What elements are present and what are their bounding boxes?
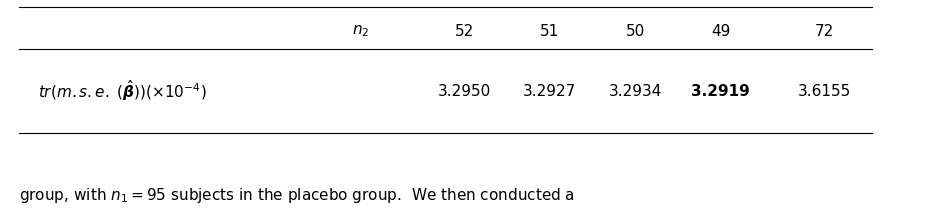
Text: 72: 72 [815, 24, 834, 39]
Text: 3.2919: 3.2919 [691, 83, 750, 99]
Text: 3.6155: 3.6155 [798, 83, 851, 99]
Text: group, with $n_1 = 95$ subjects in the placebo group.  We then conducted a: group, with $n_1 = 95$ subjects in the p… [19, 186, 574, 205]
Text: 50: 50 [626, 24, 645, 39]
Text: $tr(m.s.e.\ (\hat{\boldsymbol{\beta}}))(\times 10^{-4})$: $tr(m.s.e.\ (\hat{\boldsymbol{\beta}}))(… [38, 79, 207, 103]
Text: 52: 52 [455, 24, 474, 39]
Text: 3.2950: 3.2950 [438, 83, 491, 99]
Text: 3.2927: 3.2927 [523, 83, 576, 99]
Text: 49: 49 [711, 24, 730, 39]
Text: $n_2$: $n_2$ [352, 23, 369, 39]
Text: 3.2934: 3.2934 [609, 83, 662, 99]
Text: 51: 51 [540, 24, 559, 39]
